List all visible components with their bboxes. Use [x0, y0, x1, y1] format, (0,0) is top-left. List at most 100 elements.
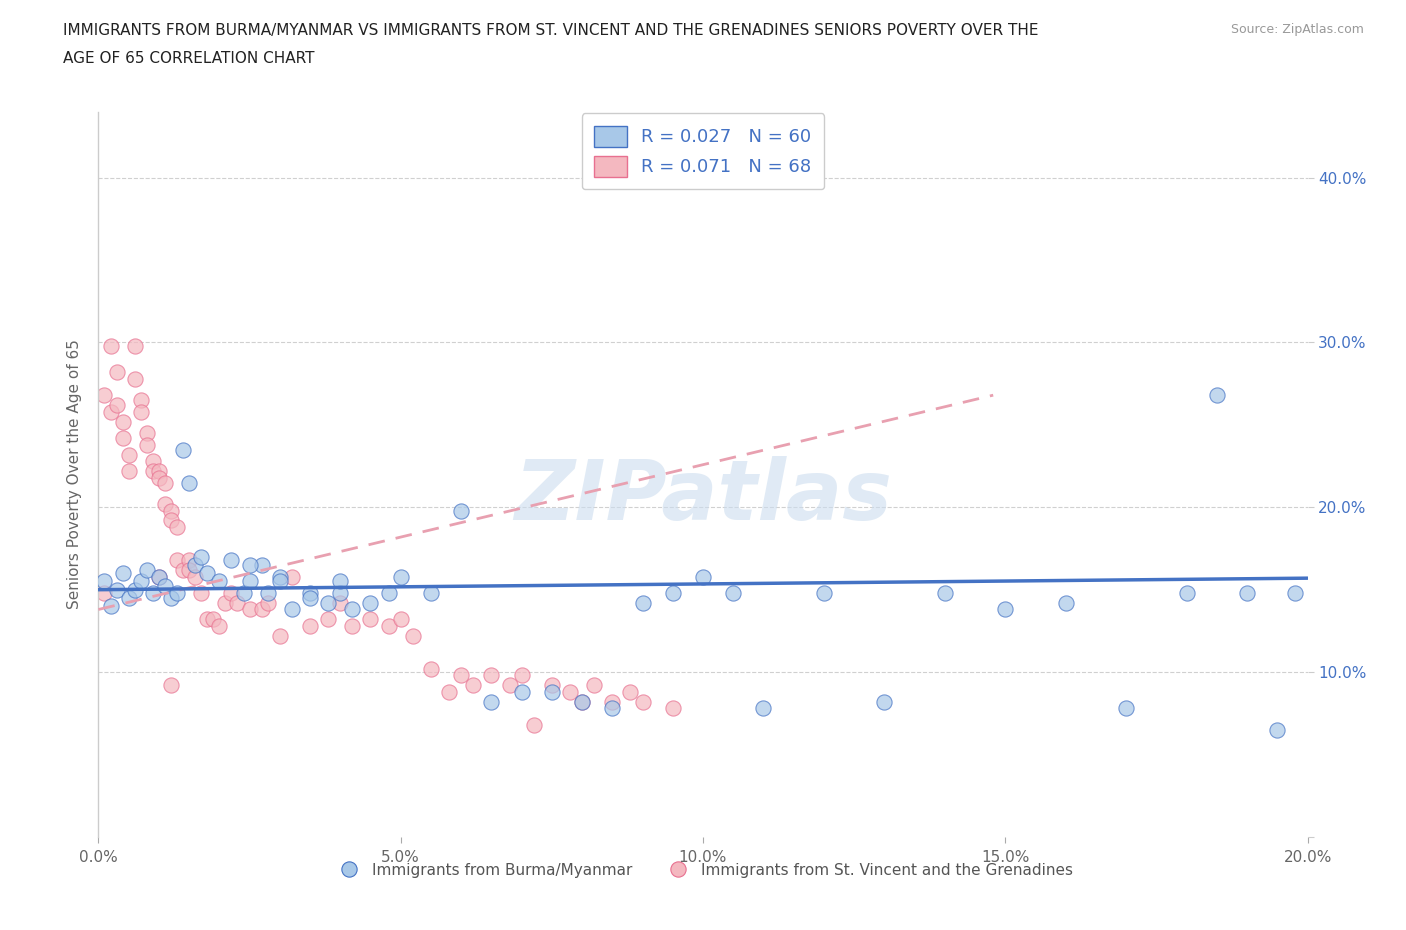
Point	[148, 463, 170, 478]
Point	[232, 586, 254, 601]
Point	[153, 579, 176, 594]
Point	[377, 586, 399, 601]
Point	[166, 552, 188, 567]
Point	[269, 569, 291, 584]
Point	[329, 574, 352, 589]
Point	[1054, 595, 1077, 610]
Point	[752, 701, 775, 716]
Point	[631, 595, 654, 610]
Point	[389, 612, 412, 627]
Point	[172, 563, 194, 578]
Point	[93, 574, 115, 589]
Point	[994, 602, 1017, 617]
Point	[299, 591, 322, 605]
Point	[202, 612, 225, 627]
Point	[723, 586, 745, 601]
Point	[160, 591, 183, 605]
Point	[124, 371, 146, 386]
Point	[111, 414, 134, 429]
Point	[184, 569, 207, 584]
Point	[450, 668, 472, 683]
Point	[190, 586, 212, 601]
Point	[135, 437, 157, 452]
Text: IMMIGRANTS FROM BURMA/MYANMAR VS IMMIGRANTS FROM ST. VINCENT AND THE GRENADINES : IMMIGRANTS FROM BURMA/MYANMAR VS IMMIGRA…	[63, 23, 1039, 38]
Text: Source: ZipAtlas.com: Source: ZipAtlas.com	[1230, 23, 1364, 36]
Point	[571, 695, 593, 710]
Point	[208, 618, 231, 633]
Point	[342, 602, 364, 617]
Point	[111, 431, 134, 445]
Point	[873, 695, 896, 710]
Point	[316, 612, 339, 627]
Point	[1284, 586, 1306, 601]
Point	[93, 586, 115, 601]
Point	[160, 513, 183, 528]
Point	[661, 701, 683, 716]
Point	[195, 565, 218, 580]
Point	[360, 612, 382, 627]
Point	[619, 684, 641, 699]
Point	[239, 602, 262, 617]
Point	[239, 574, 262, 589]
Point	[148, 569, 170, 584]
Point	[450, 503, 472, 518]
Point	[250, 602, 273, 617]
Point	[342, 618, 364, 633]
Point	[124, 339, 146, 353]
Point	[153, 475, 176, 490]
Point	[299, 618, 322, 633]
Point	[281, 602, 304, 617]
Point	[377, 618, 399, 633]
Point	[402, 629, 425, 644]
Point	[299, 586, 322, 601]
Point	[571, 695, 593, 710]
Point	[105, 398, 128, 413]
Point	[316, 595, 339, 610]
Point	[142, 454, 165, 469]
Point	[142, 586, 165, 601]
Point	[105, 365, 128, 379]
Point	[100, 339, 122, 353]
Point	[190, 550, 212, 565]
Point	[195, 612, 218, 627]
Point	[179, 475, 201, 490]
Point	[420, 586, 443, 601]
Point	[153, 497, 176, 512]
Point	[93, 388, 115, 403]
Point	[129, 405, 152, 419]
Point	[813, 586, 835, 601]
Point	[1115, 701, 1137, 716]
Point	[360, 595, 382, 610]
Point	[148, 471, 170, 485]
Point	[661, 586, 683, 601]
Point	[179, 563, 201, 578]
Point	[221, 552, 243, 567]
Point	[481, 695, 503, 710]
Point	[498, 678, 520, 693]
Point	[100, 405, 122, 419]
Point	[540, 684, 562, 699]
Point	[540, 678, 562, 693]
Point	[111, 565, 134, 580]
Point	[510, 668, 533, 683]
Point	[558, 684, 581, 699]
Text: ZIPatlas: ZIPatlas	[515, 456, 891, 537]
Point	[602, 701, 624, 716]
Point	[256, 595, 278, 610]
Point	[129, 574, 152, 589]
Text: AGE OF 65 CORRELATION CHART: AGE OF 65 CORRELATION CHART	[63, 51, 315, 66]
Point	[329, 586, 352, 601]
Point	[481, 668, 503, 683]
Point	[250, 557, 273, 572]
Point	[129, 392, 152, 407]
Point	[214, 595, 236, 610]
Point	[135, 563, 157, 578]
Point	[437, 684, 460, 699]
Point	[118, 591, 141, 605]
Point	[142, 463, 165, 478]
Point	[269, 629, 291, 644]
Point	[420, 661, 443, 676]
Point	[135, 426, 157, 441]
Point	[184, 557, 207, 572]
Point	[510, 684, 533, 699]
